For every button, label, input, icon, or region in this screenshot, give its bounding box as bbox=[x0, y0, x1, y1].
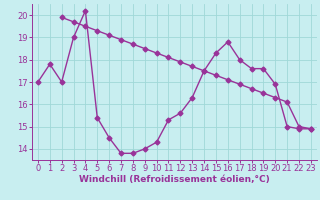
X-axis label: Windchill (Refroidissement éolien,°C): Windchill (Refroidissement éolien,°C) bbox=[79, 175, 270, 184]
